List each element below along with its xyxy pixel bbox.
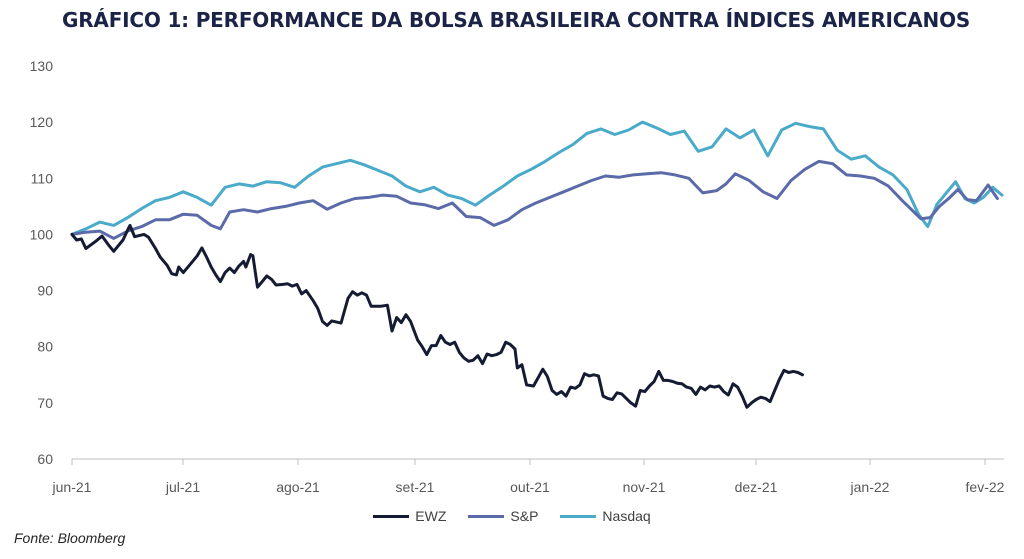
y-tick-label: 130 <box>30 58 54 74</box>
x-tick-label: jan-22 <box>850 479 890 495</box>
legend-item: EWZ <box>373 508 446 524</box>
x-tick-label: nov-21 <box>623 479 666 495</box>
series-layer <box>70 120 1004 409</box>
legend-label: S&P <box>510 508 539 524</box>
y-tick-label: 70 <box>37 395 53 411</box>
x-tick-label: fev-22 <box>966 479 1005 495</box>
y-tick-label: 90 <box>37 283 53 299</box>
y-axis: 60 70 80 90 100 110 120 130 <box>30 58 54 467</box>
y-tick-label: 100 <box>30 226 54 242</box>
legend: EWZ S&P Nasdaq <box>0 508 1024 524</box>
legend-label: EWZ <box>415 508 447 524</box>
chart-title: GRÁFICO 1: PERFORMANCE DA BOLSA BRASILEI… <box>62 8 971 32</box>
line-chart: 60 70 80 90 100 110 120 130 jun-21 jul-21 ago-21 s… <box>30 58 1005 495</box>
x-tick-label: out-21 <box>510 479 550 495</box>
series-line-nasdaq <box>70 120 1004 236</box>
y-tick-label: 80 <box>37 339 53 355</box>
x-tick-label: set-21 <box>396 479 435 495</box>
legend-swatch <box>468 514 505 518</box>
y-tick-label: 60 <box>37 451 53 467</box>
x-tick-label: jul-21 <box>165 479 200 495</box>
legend-item: S&P <box>468 508 538 524</box>
x-tick-label: dez-21 <box>735 479 778 495</box>
legend-label: Nasdaq <box>602 508 651 524</box>
legend-swatch <box>373 514 410 518</box>
series-line-sp <box>70 159 999 240</box>
x-tick-label: ago-21 <box>276 479 320 495</box>
legend-item: Nasdaq <box>560 508 651 524</box>
y-tick-label: 110 <box>31 170 54 186</box>
source-note: Fonte: Bloomberg <box>14 530 126 546</box>
x-tick-label: jun-21 <box>52 479 92 495</box>
y-tick-label: 120 <box>30 114 54 130</box>
x-axis: jun-21 jul-21 ago-21 set-21 out-21 nov-21 dez-… <box>52 458 1005 495</box>
series-line-ewz <box>70 223 804 409</box>
legend-swatch <box>560 514 597 518</box>
